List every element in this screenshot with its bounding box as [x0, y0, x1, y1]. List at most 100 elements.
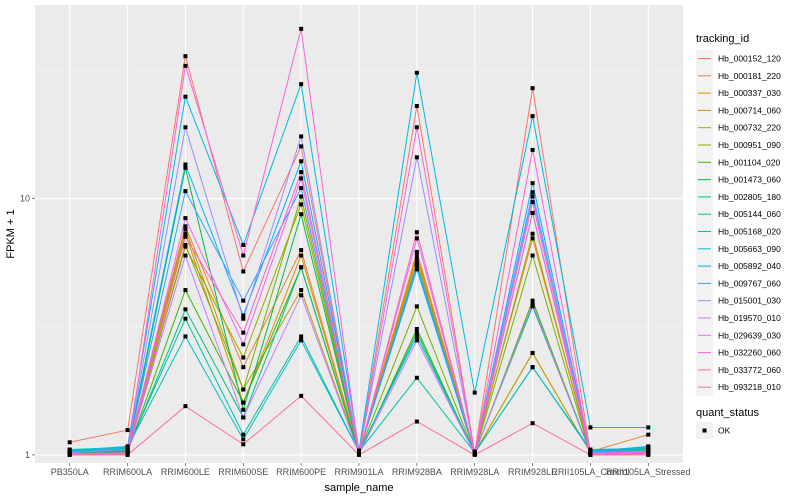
data-point-Hb_000714_060-RRIM600LE: [183, 227, 188, 232]
legend-key-point: [702, 428, 707, 433]
x-tick-label: RRII105LA_Stressed: [606, 467, 691, 477]
legend-label: Hb_019570_010: [718, 313, 781, 323]
data-point-Hb_000152_120-PB350LA: [67, 440, 72, 445]
data-point-Hb_005892_040-RRIM928LE: [530, 181, 535, 186]
data-point-Hb_019570_010-RRIM600SE: [241, 415, 246, 420]
data-point-Hb_033772_060-RRIM600LE: [183, 234, 188, 239]
legend-label: Hb_002805_180: [718, 192, 781, 202]
data-point-Hb_009767_060-RRIM600PE: [299, 186, 304, 191]
data-point-Hb_000152_120-RRIM600LE: [183, 54, 188, 59]
data-point-Hb_002805_180-RRIM928LE: [530, 304, 535, 309]
data-point-Hb_000152_120-RRIM600LA: [125, 428, 130, 433]
data-point-Hb_005168_020-RRII105LA_Control: [588, 447, 593, 452]
data-point-Hb_005892_040-RRIM600PE: [299, 159, 304, 164]
data-point-Hb_000181_220-RRIM928LE: [530, 236, 535, 241]
legend-label: Hb_005892_040: [718, 261, 781, 271]
data-point-Hb_015001_030-RRIM600SE: [241, 316, 246, 321]
data-point-Hb_005168_020-RRIM600LE: [183, 334, 188, 339]
data-point-Hb_005144_060-RRIM600LE: [183, 316, 188, 321]
data-point-Hb_001473_060-RRIM600SE: [241, 407, 246, 412]
x-tick-label: RRIM600PE: [276, 467, 326, 477]
y-tick-label: 1: [25, 450, 30, 460]
x-tick-label: RRIM600LA: [103, 467, 152, 477]
data-point-Hb_000714_060-RRIM928LE: [530, 350, 535, 355]
data-point-Hb_029639_030-RRIM600LE: [183, 216, 188, 221]
data-point-Hb_009767_060-RRIM600SE: [241, 298, 246, 303]
data-point-Hb_000337_030-RRIM600LE: [183, 231, 188, 236]
data-point-Hb_005892_040-RRIM600LE: [183, 162, 188, 167]
data-point-Hb_005892_040-RRIM928BA: [414, 267, 419, 272]
data-point-Hb_005144_060-RRIM600PE: [299, 334, 304, 339]
data-point-Hb_019570_010-RRIM928BA: [414, 338, 419, 343]
data-point-Hb_015001_030-RRIM600PE: [299, 134, 304, 139]
data-point-Hb_029639_030-RRIM600SE: [241, 342, 246, 347]
y-tick-label: 10: [20, 194, 30, 204]
data-point-Hb_002805_180-RRIM928BA: [414, 330, 419, 335]
x-tick-label: RRIM928BA: [392, 467, 442, 477]
data-point-Hb_005663_090-RRIM600LE: [183, 94, 188, 99]
data-point-Hb_019570_010-RRIM600PE: [299, 293, 304, 298]
data-point-Hb_029639_030-RRIM928BA: [414, 236, 419, 241]
legend-label: Hb_029639_030: [718, 330, 781, 340]
data-point-Hb_005168_020-RRIM928LE: [530, 365, 535, 370]
data-point-Hb_005168_020-RRII105LA_Stressed: [646, 446, 651, 451]
data-point-Hb_000732_220-RRIM600SE: [241, 355, 246, 360]
data-point-Hb_093218_010-RRIM600LE: [183, 404, 188, 409]
data-point-Hb_001104_020-RRIM928LE: [530, 298, 535, 303]
data-point-Hb_019570_010-RRIM928LE: [530, 301, 535, 306]
data-point-Hb_005663_090-RRIM600LA: [125, 444, 130, 449]
data-point-Hb_029639_030-RRIM600PE: [299, 176, 304, 181]
data-point-Hb_009767_060-RRIM600LE: [183, 189, 188, 194]
data-point-Hb_005892_040-RRII105LA_Stressed: [646, 444, 651, 449]
data-point-Hb_005663_090-RRII105LA_Stressed: [646, 425, 651, 430]
legend-label: Hb_000152_120: [718, 54, 781, 64]
data-point-Hb_000181_220-RRIM600LE: [183, 224, 188, 229]
data-point-Hb_032260_060-RRIM600LE: [183, 63, 188, 68]
data-point-Hb_015001_030-RRIM600LE: [183, 125, 188, 130]
data-point-Hb_005663_090-RRIM600PE: [299, 82, 304, 87]
legend-title-quant-status: quant_status: [696, 407, 759, 419]
data-point-Hb_005168_020-RRIM928BA: [414, 334, 419, 339]
data-point-Hb_000181_220-RRII105LA_Stressed: [646, 432, 651, 437]
data-point-Hb_000152_120-RRIM600PE: [299, 144, 304, 149]
data-point-Hb_000951_090-RRIM600PE: [299, 194, 304, 199]
legend-label: Hb_093218_010: [718, 382, 781, 392]
data-point-Hb_032260_060-RRIM600SE: [241, 253, 246, 258]
data-point-Hb_000152_120-RRIM928LE: [530, 86, 535, 91]
data-point-Hb_093218_010-RRII105LA_Control: [588, 452, 593, 457]
data-point-Hb_032260_060-RRIM600PE: [299, 26, 304, 31]
data-point-Hb_000732_220-RRIM600PE: [299, 202, 304, 207]
x-tick-label: RRIM928LE: [508, 467, 557, 477]
data-point-Hb_019570_010-RRIM600LE: [183, 253, 188, 258]
data-point-Hb_032260_060-RRIM928LE: [530, 147, 535, 152]
data-point-Hb_005144_060-RRIM928BA: [414, 375, 419, 380]
x-tick-label: PB350LA: [51, 467, 89, 477]
data-point-Hb_033772_060-RRIM600PE: [299, 170, 304, 175]
data-point-Hb_029639_030-RRIM928LE: [530, 210, 535, 215]
data-point-Hb_005144_060-RRIM600SE: [241, 432, 246, 437]
x-tick-label: RRIM600LE: [161, 467, 210, 477]
data-point-Hb_093218_010-RRIM600SE: [241, 442, 246, 447]
data-point-Hb_005663_090-RRIM928LA: [472, 390, 477, 395]
data-point-Hb_001104_020-RRIM600SE: [241, 400, 246, 405]
data-point-Hb_005168_020-RRIM600PE: [299, 338, 304, 343]
legend-label: OK: [718, 426, 731, 436]
data-point-Hb_009767_060-RRIM928BA: [414, 263, 419, 268]
data-point-Hb_093218_010-RRIM928LE: [530, 421, 535, 426]
data-point-Hb_093218_010-PB350LA: [67, 452, 72, 457]
data-point-Hb_000714_060-RRIM600PE: [299, 288, 304, 293]
data-point-Hb_000181_220-RRIM928BA: [414, 249, 419, 254]
data-point-Hb_000337_030-RRIM928BA: [414, 253, 419, 258]
legend-label: Hb_000732_220: [718, 123, 781, 133]
data-point-Hb_005168_020-RRIM600SE: [241, 437, 246, 442]
data-point-Hb_001473_060-RRIM600LE: [183, 165, 188, 170]
data-point-Hb_002805_180-RRIM600PE: [299, 265, 304, 270]
data-point-Hb_015001_030-RRIM600LA: [125, 447, 130, 452]
data-point-Hb_005892_040-RRIM600SE: [241, 313, 246, 318]
x-tick-label: RRIM928LA: [450, 467, 499, 477]
data-point-Hb_000951_090-RRIM928BA: [414, 304, 419, 309]
x-tick-label: RRII105LA_Control: [551, 467, 629, 477]
data-point-Hb_033772_060-RRIM928LE: [530, 200, 535, 205]
legend-label: Hb_005144_060: [718, 209, 781, 219]
